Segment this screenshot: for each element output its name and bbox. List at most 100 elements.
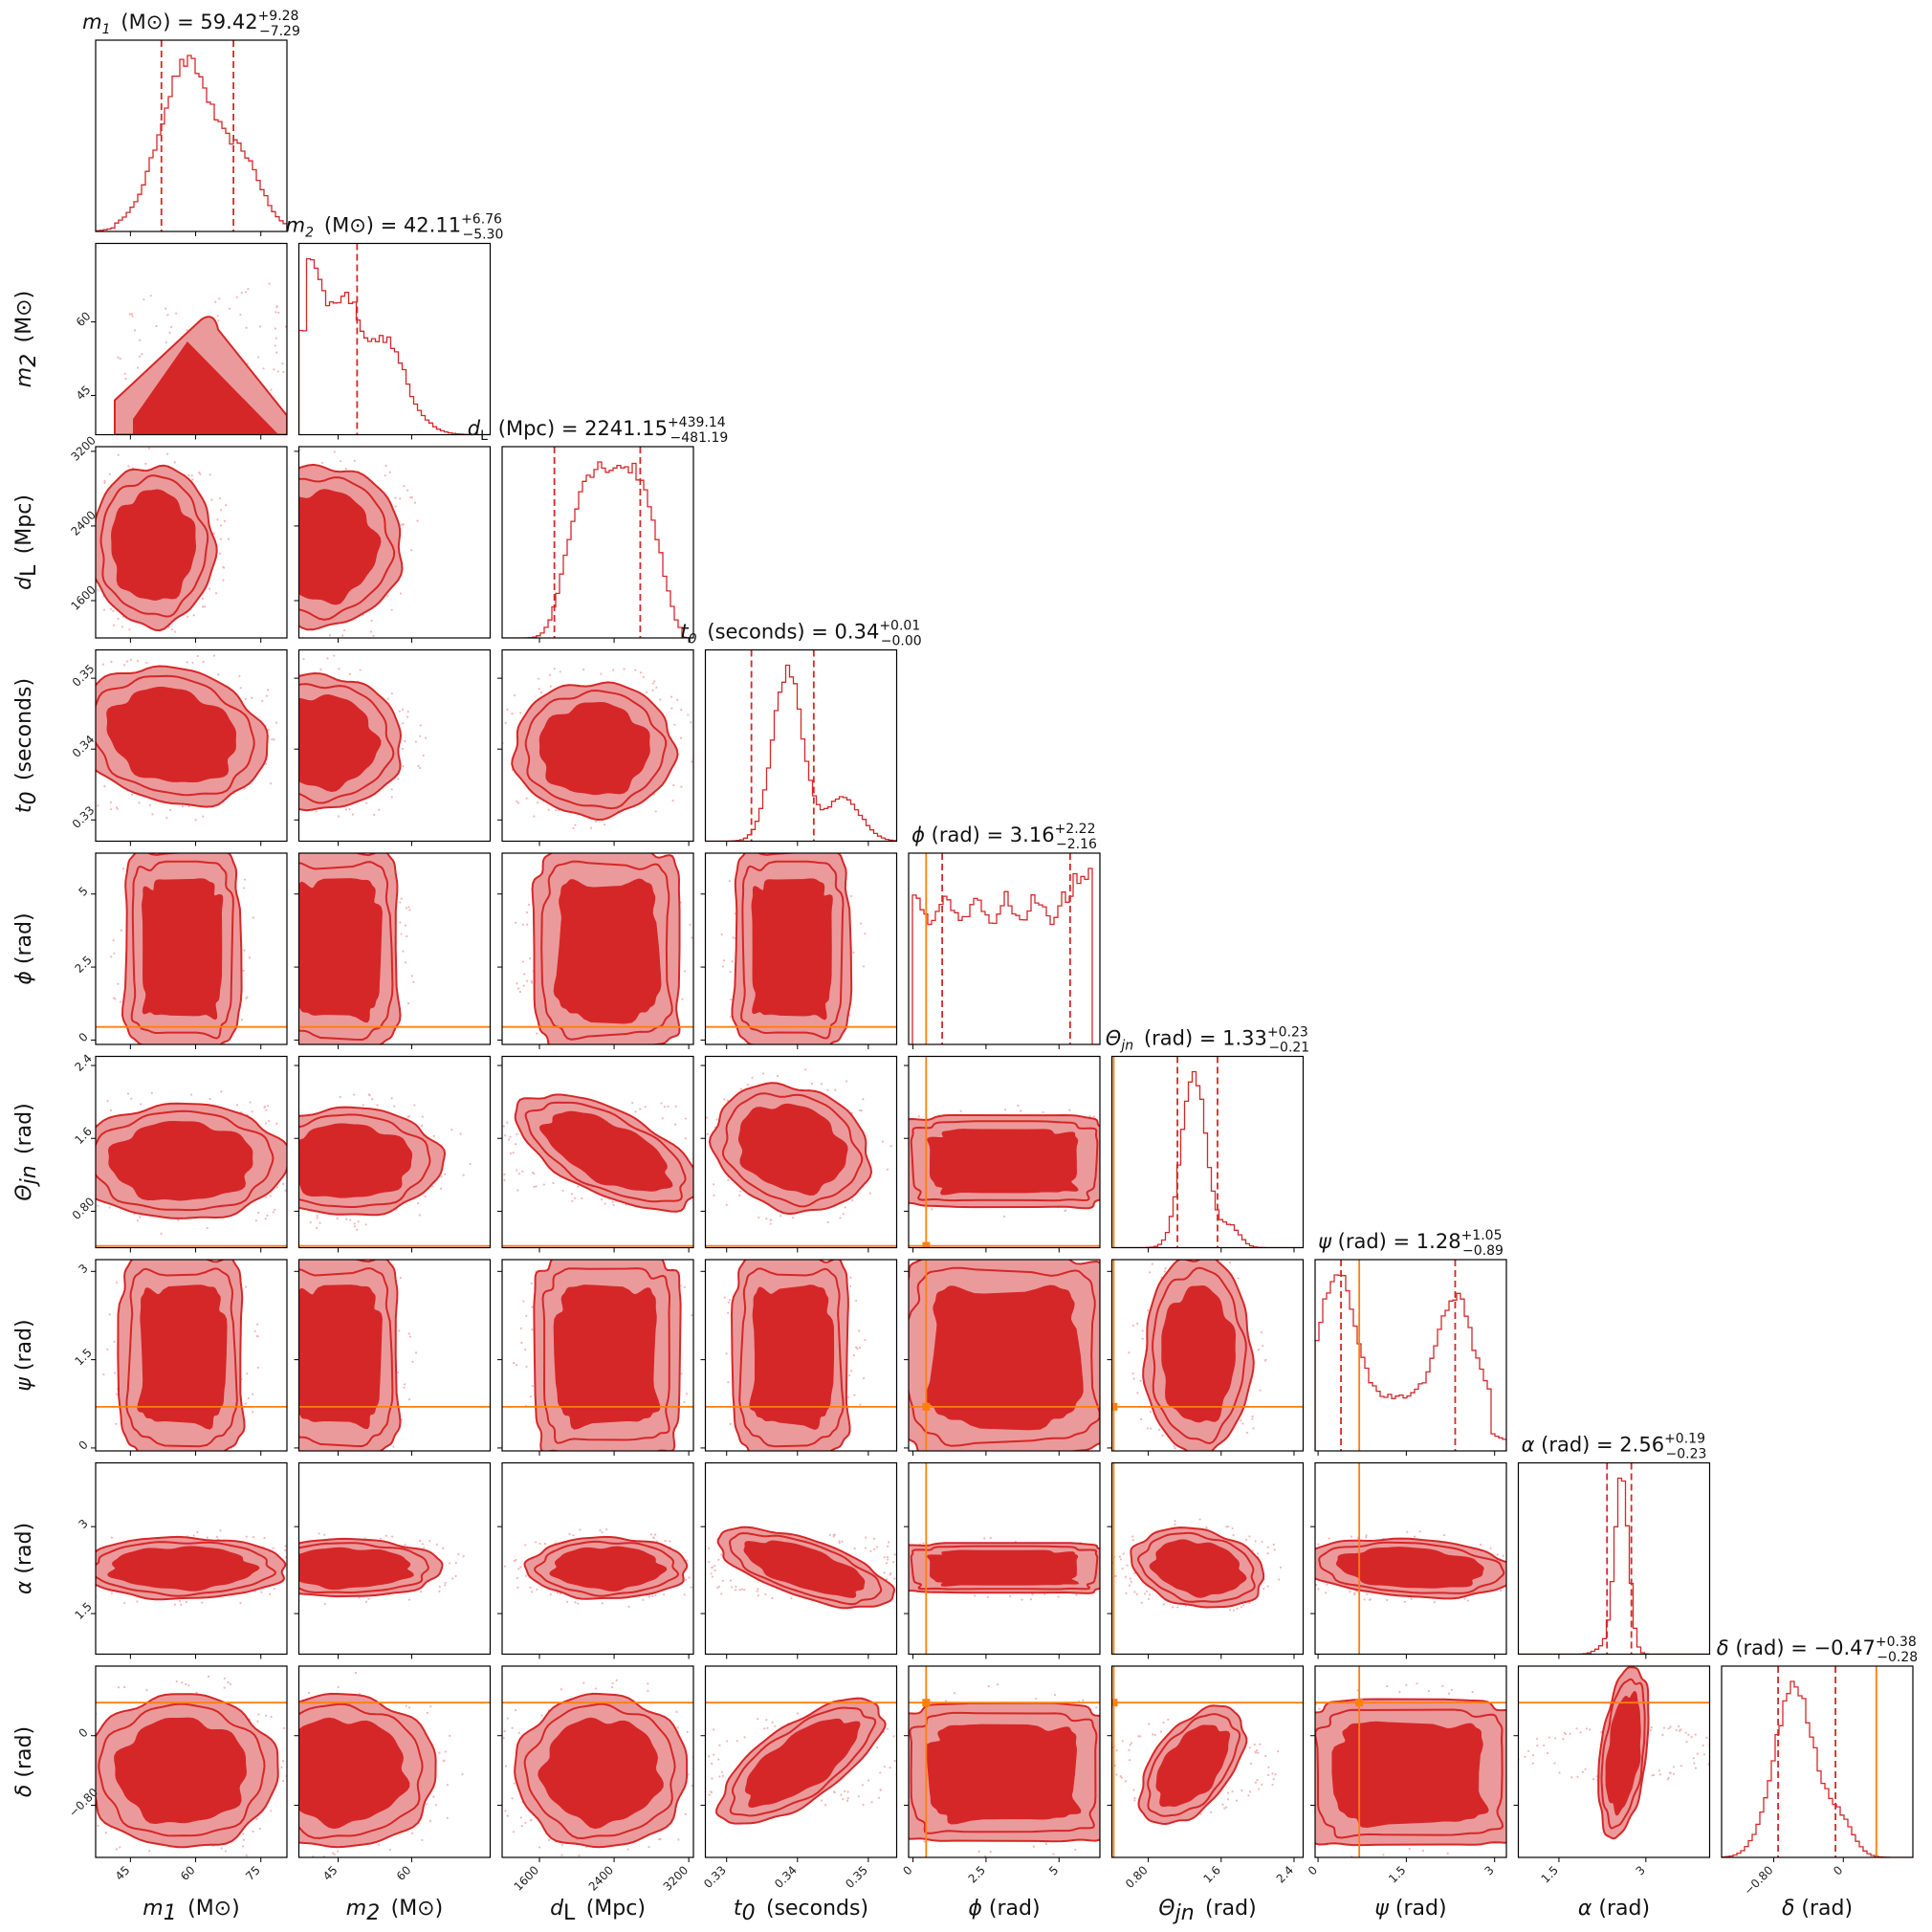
sample-point	[266, 895, 268, 897]
sample-point	[411, 1360, 414, 1363]
sample-point	[726, 1740, 729, 1743]
sample-point	[294, 1590, 296, 1592]
sample-point	[326, 657, 329, 660]
sample-point	[504, 1810, 507, 1812]
sample-point	[438, 1585, 441, 1589]
sample-point	[365, 801, 368, 804]
sample-point	[898, 1573, 900, 1575]
sample-point	[711, 1575, 714, 1578]
sample-point	[1489, 1547, 1492, 1549]
sample-point	[697, 1749, 699, 1751]
sample-point	[117, 453, 120, 456]
sample-point	[1214, 1234, 1216, 1236]
sample-point	[181, 805, 185, 808]
sample-point	[1126, 1562, 1128, 1564]
sample-point	[1116, 1761, 1118, 1763]
sample-point	[838, 1542, 841, 1545]
sample-point	[1129, 1563, 1131, 1565]
sample-point	[115, 1848, 119, 1851]
hist-panel-delta	[1721, 1665, 1914, 1862]
sample-point	[209, 473, 211, 476]
sample-point	[1365, 1536, 1368, 1539]
sample-point	[207, 843, 209, 845]
sample-point	[334, 1052, 336, 1054]
sample-point	[1385, 1598, 1389, 1602]
sample-point	[1123, 1561, 1125, 1563]
sample-point	[263, 1723, 265, 1725]
sample-point	[601, 1198, 604, 1201]
sample-point	[923, 1840, 926, 1843]
sample-point	[1236, 1607, 1239, 1610]
sample-point	[292, 1198, 294, 1200]
sample-point	[88, 1193, 90, 1195]
sample-point	[73, 1131, 75, 1133]
panel-delta-vs-m2	[263, 1665, 492, 1862]
sample-point	[354, 1460, 356, 1462]
sample-point	[1547, 1564, 1548, 1566]
sample-point	[1226, 1466, 1228, 1468]
sample-point	[634, 1110, 637, 1113]
sample-point	[973, 1231, 975, 1233]
sample-point	[1272, 1543, 1275, 1546]
x-axis-label-psi: ψ (rad)	[1374, 1897, 1446, 1921]
hist-line-m2	[298, 257, 491, 435]
sample-point	[1124, 1575, 1127, 1578]
hist-panel-m2	[297, 242, 492, 440]
panel-frame	[501, 1665, 694, 1858]
sample-point	[242, 542, 244, 544]
sample-point	[72, 1122, 74, 1124]
sample-point	[83, 565, 85, 567]
sample-point	[536, 801, 539, 804]
sample-point	[694, 1131, 696, 1133]
sample-point	[316, 1215, 318, 1218]
sample-point	[123, 1685, 126, 1689]
sample-point	[288, 1811, 290, 1812]
sample-point	[138, 1458, 140, 1460]
sample-point	[1139, 1379, 1142, 1382]
sample-point	[867, 1779, 870, 1782]
sample-point	[577, 1456, 579, 1458]
sample-point	[1317, 1588, 1320, 1591]
sample-point	[370, 619, 373, 623]
sample-point	[522, 1300, 525, 1303]
sample-point	[175, 1680, 178, 1683]
sample-point	[789, 1233, 791, 1235]
sample-point	[274, 931, 275, 933]
sample-point	[115, 1281, 119, 1284]
sample-point	[886, 1555, 889, 1559]
panel-alpha-vs-psi	[1310, 1461, 1548, 1659]
sample-point	[251, 484, 252, 486]
sample-point	[1694, 1733, 1697, 1736]
y-axis-label-alpha: α (rad)	[12, 1523, 36, 1594]
sample-point	[1732, 1755, 1734, 1757]
sample-point	[739, 1190, 742, 1193]
sample-point	[341, 634, 344, 637]
sample-point	[257, 1211, 260, 1215]
sample-point	[1416, 1682, 1418, 1685]
sample-point	[266, 1589, 268, 1591]
sample-point	[794, 1253, 796, 1255]
sample-point	[790, 1053, 792, 1055]
sample-point	[390, 608, 393, 611]
sample-point	[390, 1535, 394, 1538]
sample-point	[1310, 1559, 1312, 1561]
sample-point	[904, 1574, 906, 1576]
sample-point	[384, 464, 387, 468]
sample-point	[700, 1181, 702, 1183]
contour-inner	[539, 1110, 673, 1192]
sample-point	[1009, 1594, 1012, 1598]
sample-point	[1115, 1729, 1117, 1731]
sample-point	[384, 474, 386, 477]
panel-alpha-vs-t0	[700, 1461, 898, 1659]
sample-point	[209, 1097, 211, 1101]
sample-point	[1148, 1597, 1151, 1600]
sample-point	[384, 1534, 387, 1537]
sample-point	[283, 1385, 285, 1387]
sample-point	[1398, 1691, 1401, 1694]
panel-frame	[1110, 1461, 1305, 1656]
sample-point	[763, 1727, 766, 1730]
sample-point	[892, 1561, 895, 1564]
sample-point	[277, 1009, 279, 1011]
sample-point	[833, 1790, 836, 1794]
sample-point	[538, 677, 540, 680]
